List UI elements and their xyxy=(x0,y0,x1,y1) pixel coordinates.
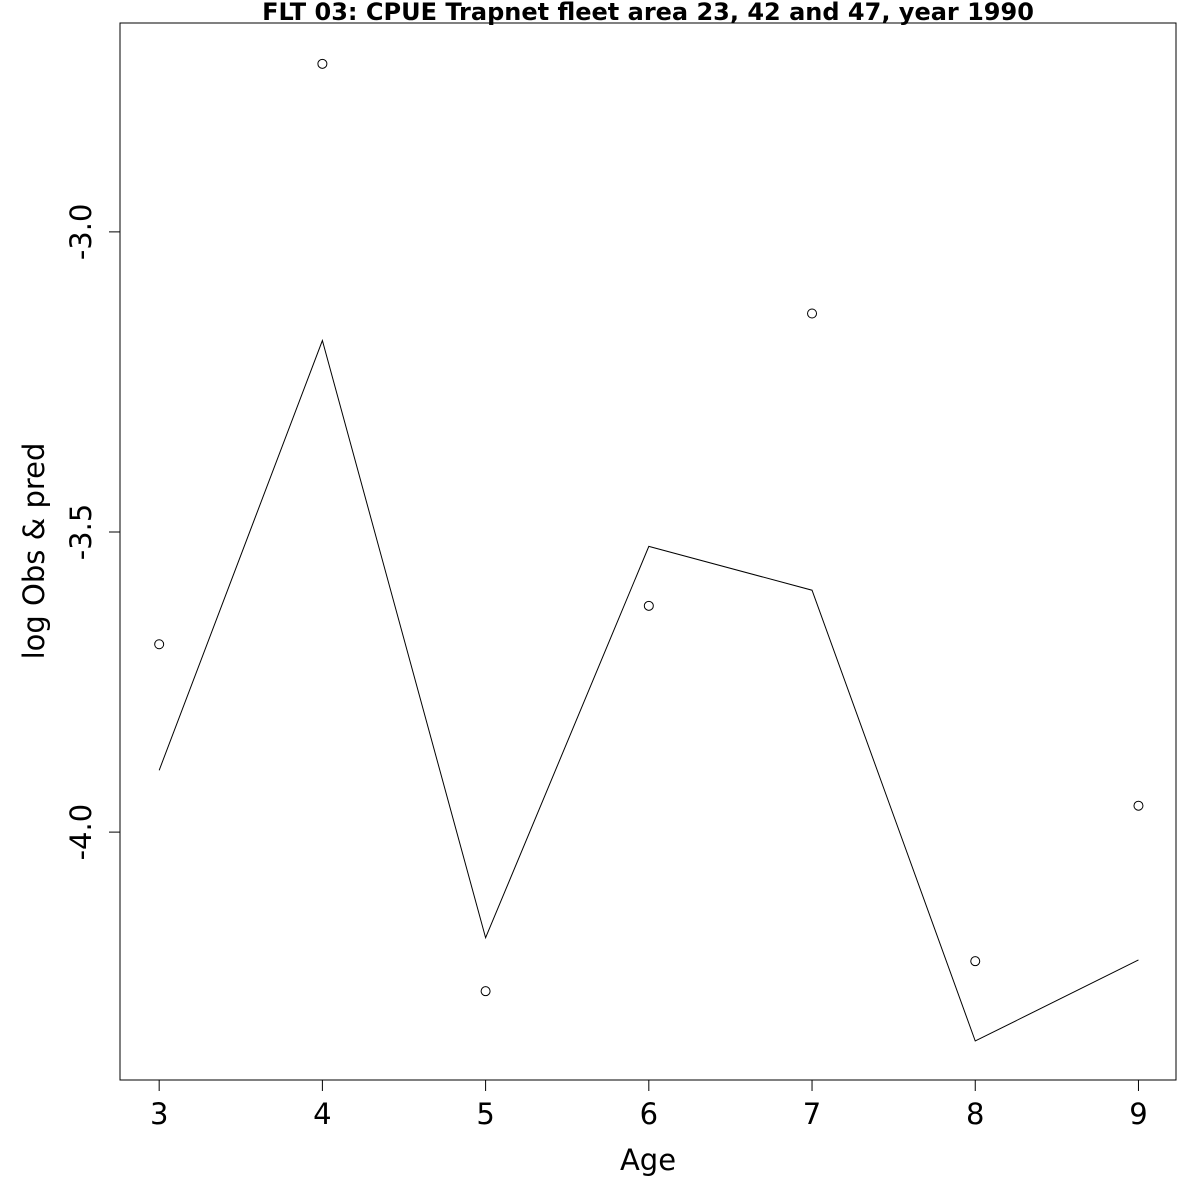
y-tick-label: -3.0 xyxy=(64,204,98,261)
chart-title: FLT 03: CPUE Trapnet fleet area 23, 42 a… xyxy=(262,0,1034,26)
predicted-series xyxy=(158,338,1139,1042)
x-tick-label: 7 xyxy=(803,1097,821,1131)
observed-point xyxy=(317,58,328,69)
x-tick-label: 8 xyxy=(966,1097,984,1131)
x-tick-label: 6 xyxy=(640,1097,658,1131)
y-axis: -3.0 -3.5 -4.0 xyxy=(64,204,121,861)
y-tick-label: -3.5 xyxy=(64,504,98,561)
observed-point xyxy=(1133,800,1144,811)
observed-series xyxy=(154,58,1144,997)
predicted-line xyxy=(158,338,1139,1042)
plot-frame xyxy=(119,22,1177,1081)
x-axis-label: Age xyxy=(620,1143,676,1177)
x-tick-label: 3 xyxy=(150,1097,168,1131)
observed-point xyxy=(807,308,818,319)
observed-point xyxy=(970,956,981,967)
x-tick-label: 9 xyxy=(1129,1097,1147,1131)
x-axis: 3 4 5 6 7 8 9 xyxy=(150,1079,1148,1131)
x-tick-label: 5 xyxy=(476,1097,494,1131)
y-tick-label: -4.0 xyxy=(64,804,98,861)
x-tick-label: 4 xyxy=(313,1097,331,1131)
observed-point xyxy=(643,600,654,611)
y-axis-label: log Obs & pred xyxy=(17,443,51,660)
observed-point xyxy=(154,639,165,650)
observed-point xyxy=(480,986,491,997)
